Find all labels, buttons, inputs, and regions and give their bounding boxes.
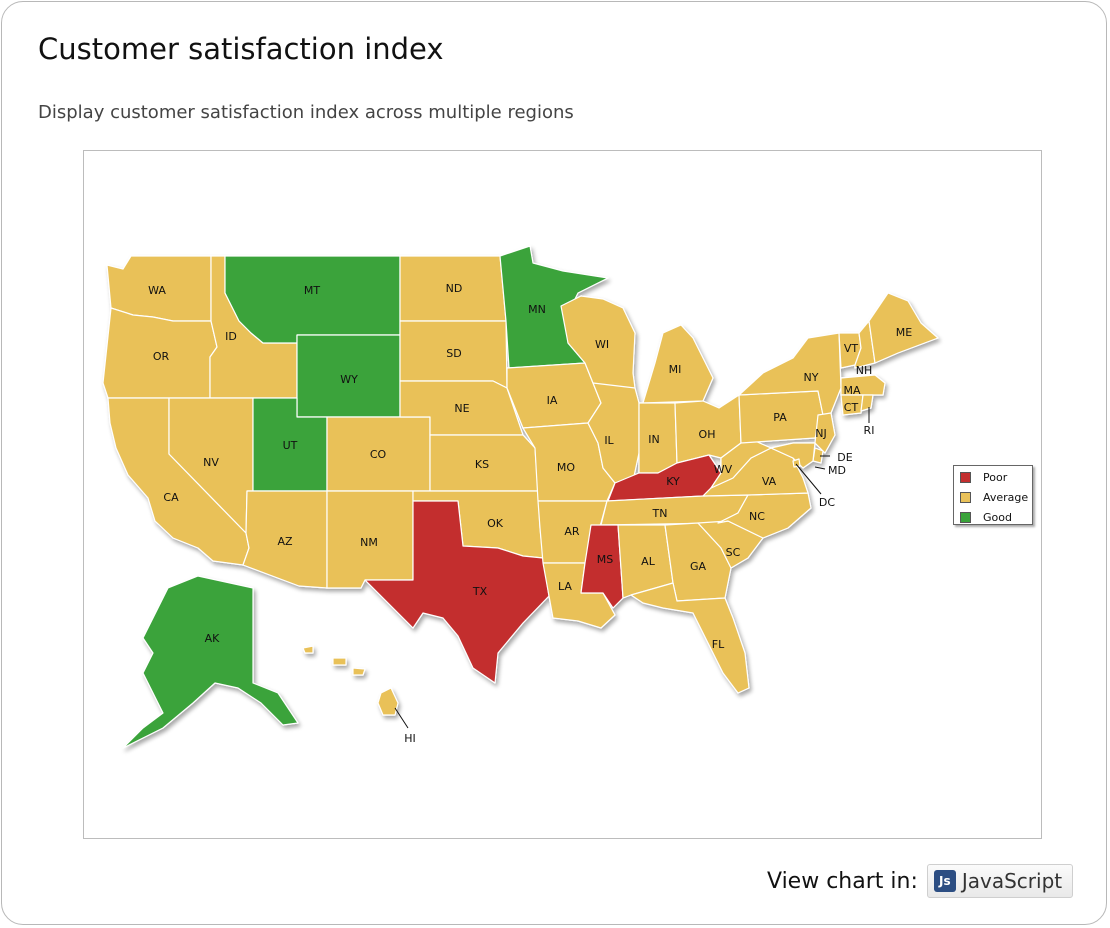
label-co: CO [370,448,387,461]
state-ma[interactable] [840,374,886,396]
state-md[interactable] [770,442,816,469]
label-ut: UT [283,439,298,452]
states-layer [102,245,939,749]
label-ak: AK [205,632,221,645]
label-id: ID [225,330,237,343]
label-oh: OH [699,428,716,441]
label-de: DE [837,451,852,464]
label-la: LA [558,580,572,593]
label-in: IN [648,433,659,446]
state-me[interactable] [868,292,939,364]
legend-label-average: Average [983,490,1029,504]
label-ny: NY [804,371,819,384]
label-fl: FL [712,638,725,651]
legend-swatch-poor [960,471,971,483]
label-ks: KS [475,458,489,471]
label-or: OR [153,350,170,363]
legend-label-poor: Poor [983,470,1008,484]
state-nc[interactable] [717,492,812,539]
map-chart: WA OR CA ID NV MT WY UT AZ CO NM ND SD N… [83,150,1042,839]
label-ri: RI [864,424,875,437]
label-mo: MO [557,461,575,474]
label-nc: NC [749,510,765,523]
label-vt: VT [844,342,859,355]
state-fl[interactable] [630,582,750,694]
view-chart-footer: View chart in: Js JavaScript [767,864,1074,898]
label-ma: MA [843,384,860,397]
label-il: IL [604,434,614,447]
state-ri[interactable] [860,394,874,412]
state-wi[interactable] [560,295,636,392]
label-ms: MS [597,553,613,566]
label-ia: IA [547,394,558,407]
page-title: Customer satisfaction index [38,32,444,66]
callout-lines [394,407,870,729]
label-nh: NH [856,364,873,377]
page-subtitle: Display customer satisfaction index acro… [38,102,574,123]
state-labels: WA OR CA ID NV MT WY UT AZ CO NM ND SD N… [148,282,912,745]
javascript-button-label: JavaScript [961,869,1063,893]
label-va: VA [762,475,777,488]
label-ga: GA [690,560,707,573]
legend-item-good[interactable]: Good [960,510,1012,524]
label-sc: SC [726,546,741,559]
legend-item-average[interactable]: Average [960,490,1028,504]
label-sd: SD [446,347,461,360]
state-ct[interactable] [840,394,864,416]
label-ct: CT [844,401,859,414]
label-mn: MN [528,303,546,316]
label-ky: KY [666,475,680,488]
label-me: ME [896,326,912,339]
state-dc[interactable] [792,458,801,468]
state-mt[interactable] [224,255,401,344]
label-nv: NV [203,456,219,469]
label-dc: DC [819,496,835,509]
state-tx[interactable] [364,500,550,684]
label-ne: NE [454,402,469,415]
label-ca: CA [163,491,179,504]
legend: Poor Average Good [953,465,1033,525]
label-mt: MT [304,284,320,297]
state-hi[interactable] [302,645,399,716]
state-nj[interactable] [814,412,836,454]
label-md: MD [828,464,846,477]
label-ok: OK [487,517,504,530]
state-ak[interactable] [122,575,299,749]
label-az: AZ [277,535,293,548]
label-hi: HI [404,732,416,745]
label-wv: WV [714,463,733,476]
legend-swatch-average [960,491,971,503]
label-pa: PA [773,411,787,424]
label-tx: TX [472,585,488,598]
label-nj: NJ [815,427,826,440]
usa-map: WA OR CA ID NV MT WY UT AZ CO NM ND SD N… [102,245,939,749]
javascript-icon: Js [933,870,956,892]
label-ar: AR [564,525,580,538]
javascript-button[interactable]: Js JavaScript [926,864,1074,898]
legend-label-good: Good [983,510,1012,524]
label-nm: NM [360,536,378,549]
label-wa: WA [148,284,166,297]
label-wi: WI [595,338,609,351]
label-wy: WY [340,373,358,386]
legend-item-poor[interactable]: Poor [960,470,1007,484]
label-nd: ND [446,282,463,295]
label-tn: TN [652,507,668,520]
label-al: AL [641,555,656,568]
legend-swatch-good [960,511,971,523]
state-mi[interactable] [642,324,714,404]
label-mi: MI [669,363,682,376]
view-chart-label: View chart in: [767,868,918,894]
